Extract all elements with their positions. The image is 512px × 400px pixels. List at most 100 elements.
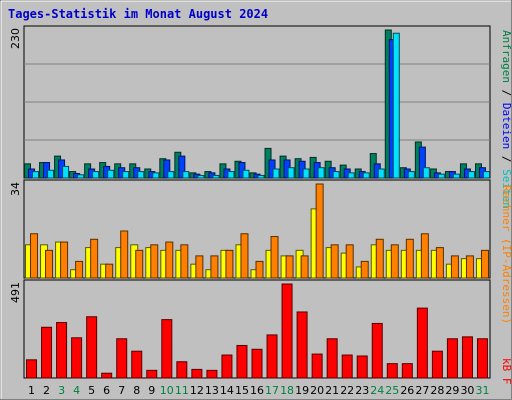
bar-16 <box>251 348 263 379</box>
day-label-9: 9 <box>148 384 155 397</box>
day-label-22: 22 <box>340 384 354 397</box>
day-label-2: 2 <box>43 384 50 397</box>
bar-12 <box>191 368 203 379</box>
day-label-11: 11 <box>175 384 189 397</box>
day-label-25: 25 <box>385 384 399 397</box>
bar-14 <box>227 171 235 179</box>
day-label-15: 15 <box>235 384 249 397</box>
bar-26 <box>401 363 413 379</box>
bar-23 <box>362 172 370 179</box>
bar-31 <box>480 249 489 279</box>
bar-4 <box>71 337 83 379</box>
bar-17 <box>270 236 279 279</box>
bar-27 <box>416 307 428 379</box>
day-label-17: 17 <box>265 384 279 397</box>
bar-10 <box>161 319 173 379</box>
bar-26 <box>407 171 415 179</box>
series-legend: Anfragen / Dateien / Seiten <box>500 30 512 209</box>
day-label-8: 8 <box>133 384 140 397</box>
bar-17 <box>266 334 278 379</box>
bar-30 <box>467 171 475 179</box>
legend-text: Anfragen <box>500 30 512 83</box>
bar-7 <box>116 338 128 379</box>
panel-requests: 230 Anfragen / Dateien / Seiten <box>9 25 512 209</box>
day-label-19: 19 <box>295 384 309 397</box>
bar-28 <box>435 247 444 279</box>
panel-kbytes: 491 kB F <box>9 279 512 385</box>
bar-15 <box>236 344 248 379</box>
day-label-13: 13 <box>205 384 219 397</box>
bar-27 <box>422 167 430 179</box>
day-label-29: 29 <box>445 384 459 397</box>
bar-22 <box>345 244 354 279</box>
series-rechner-ip-adressen- <box>30 183 489 279</box>
series-legend: kB F <box>500 358 512 385</box>
bar-8 <box>137 171 145 179</box>
bar-7 <box>122 171 130 179</box>
bar-13 <box>206 369 218 379</box>
bar-11 <box>180 244 189 279</box>
bar-29 <box>446 338 458 379</box>
legend-text: Rechner (IP-Adressen) <box>500 185 512 324</box>
bar-12 <box>197 174 205 179</box>
legend-text: Seiten <box>500 169 512 209</box>
day-label-27: 27 <box>415 384 429 397</box>
bar-17 <box>272 168 280 179</box>
bar-24 <box>377 168 385 179</box>
bar-25 <box>392 32 400 179</box>
day-label-5: 5 <box>88 384 95 397</box>
legend-text: / <box>500 149 512 169</box>
day-label-6: 6 <box>103 384 110 397</box>
day-label-1: 1 <box>28 384 35 397</box>
bar-9 <box>146 369 158 379</box>
bar-11 <box>176 361 188 379</box>
bar-2 <box>47 169 55 179</box>
bar-21 <box>326 338 338 379</box>
day-label-28: 28 <box>430 384 444 397</box>
bar-1 <box>32 171 40 179</box>
bar-10 <box>165 241 174 279</box>
bar-18 <box>287 167 295 179</box>
bar-23 <box>356 355 368 379</box>
bar-11 <box>178 155 186 179</box>
bar-30 <box>465 255 474 279</box>
bar-5 <box>86 316 98 379</box>
bar-15 <box>242 169 250 179</box>
day-label-18: 18 <box>280 384 294 397</box>
day-label-31: 31 <box>475 384 489 397</box>
bar-7 <box>120 230 129 279</box>
bar-13 <box>212 174 220 179</box>
bar-27 <box>420 233 429 279</box>
bar-19 <box>302 168 310 179</box>
bar-2 <box>45 249 54 279</box>
bar-31 <box>476 338 488 379</box>
bar-19 <box>300 255 309 279</box>
chart-title: Tages-Statistik im Monat August 2024 <box>8 7 268 21</box>
ymax-label: 230 <box>9 28 22 49</box>
bar-10 <box>167 171 175 179</box>
bar-9 <box>152 172 160 179</box>
series-dateien <box>28 39 486 179</box>
series-kb-f <box>26 283 488 379</box>
bar-14 <box>225 249 234 279</box>
day-label-30: 30 <box>460 384 474 397</box>
bar-18 <box>285 255 294 279</box>
bar-9 <box>150 244 159 279</box>
bar-10 <box>163 159 171 179</box>
day-label-20: 20 <box>310 384 324 397</box>
bar-30 <box>461 336 473 379</box>
bar-8 <box>131 350 143 379</box>
bar-25 <box>386 363 398 379</box>
bar-28 <box>431 350 443 379</box>
day-label-4: 4 <box>73 384 80 397</box>
bar-20 <box>311 353 323 379</box>
day-label-26: 26 <box>400 384 414 397</box>
bar-3 <box>56 321 68 379</box>
bar-25 <box>390 244 399 279</box>
bar-4 <box>75 260 84 279</box>
bar-12 <box>195 255 204 279</box>
bar-16 <box>257 174 265 179</box>
day-label-24: 24 <box>370 384 384 397</box>
bar-21 <box>332 171 340 179</box>
legend-text: / <box>500 83 512 103</box>
